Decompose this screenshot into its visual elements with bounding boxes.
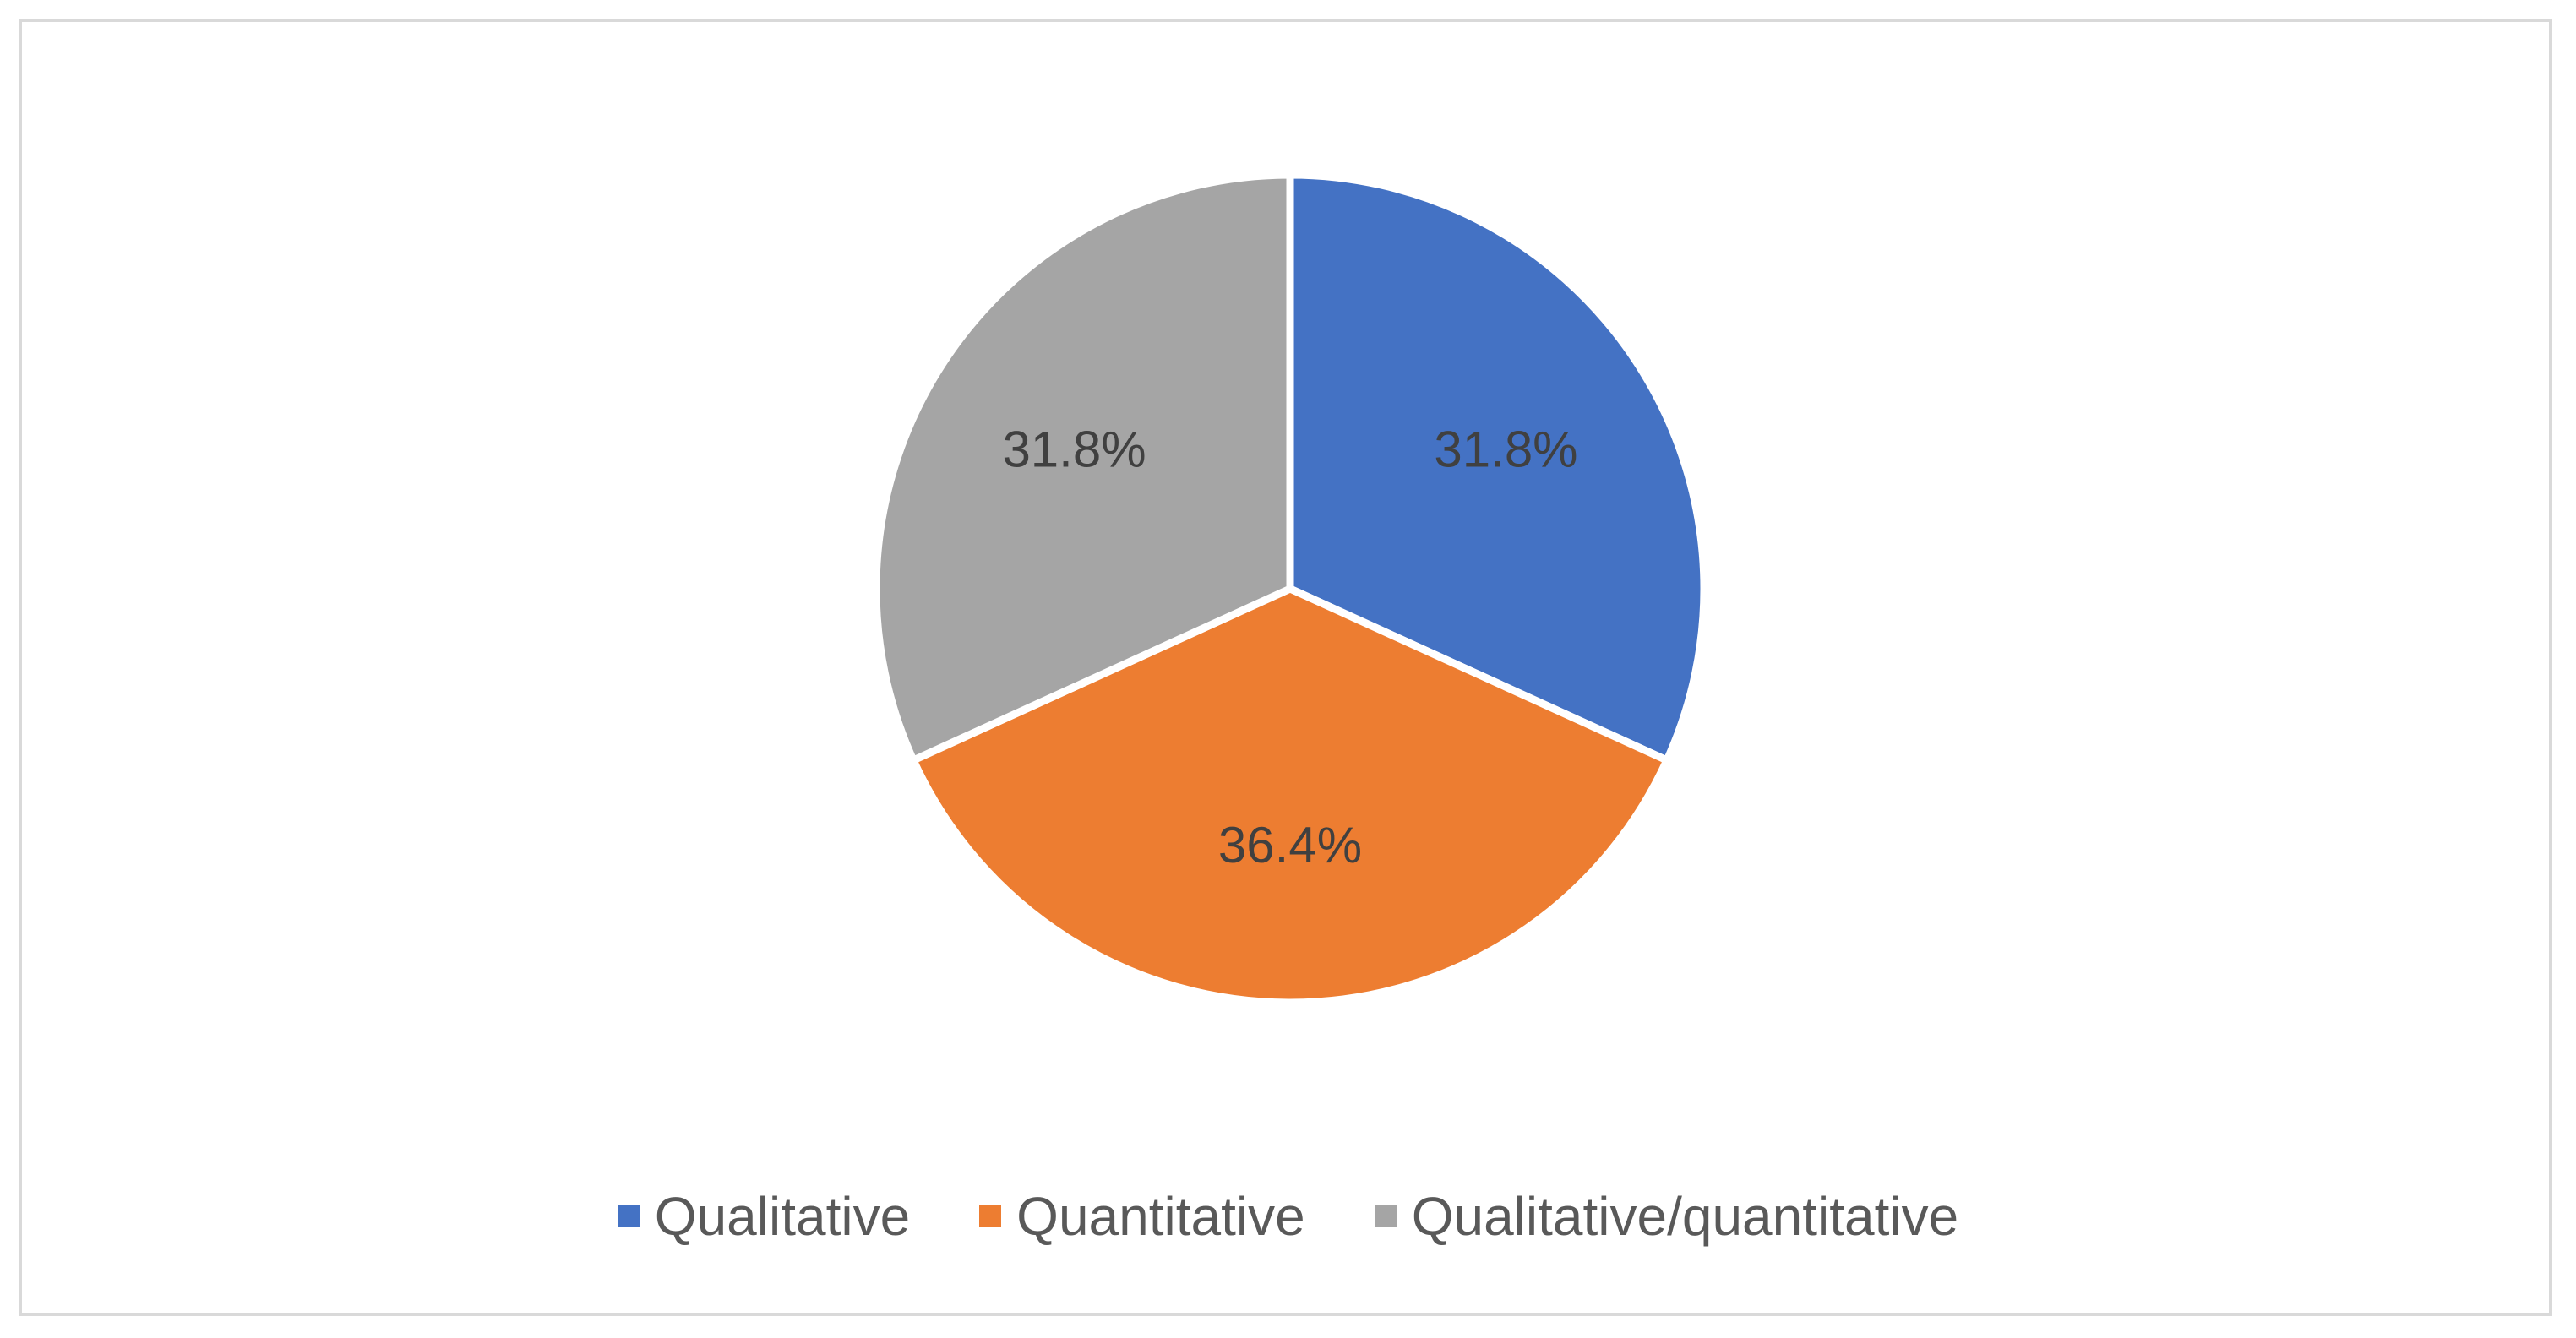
pie-slices <box>872 171 1708 1007</box>
legend-swatch <box>617 1205 640 1227</box>
legend-item-qualitative: Qualitative <box>617 1186 911 1247</box>
data-label: 36.4% <box>1218 817 1362 873</box>
pie-slice-quantitative <box>909 585 1671 1007</box>
pie-slice-qualitative <box>1286 171 1708 764</box>
pie-slice-qualitative-quantitative <box>872 171 1294 764</box>
legend-swatch <box>1374 1205 1397 1227</box>
legend-label: Quantitative <box>1016 1186 1305 1247</box>
data-label: 31.8% <box>1002 422 1146 478</box>
legend-label: Qualitative/quantitative <box>1411 1186 1959 1247</box>
legend-item-quantitative: Quantitative <box>979 1189 1305 1243</box>
legend-item-qualitative-quantitative: Qualitative/quantitative <box>1374 1186 1959 1247</box>
legend-swatch <box>979 1205 1002 1227</box>
data-label: 31.8% <box>1434 422 1577 478</box>
chart-legend: Qualitative Quantitative Qualitative/qua… <box>0 1178 2576 1254</box>
legend-label: Qualitative <box>654 1186 911 1247</box>
pie-data-labels: 31.8% 36.4% 31.8% <box>1002 422 1577 873</box>
